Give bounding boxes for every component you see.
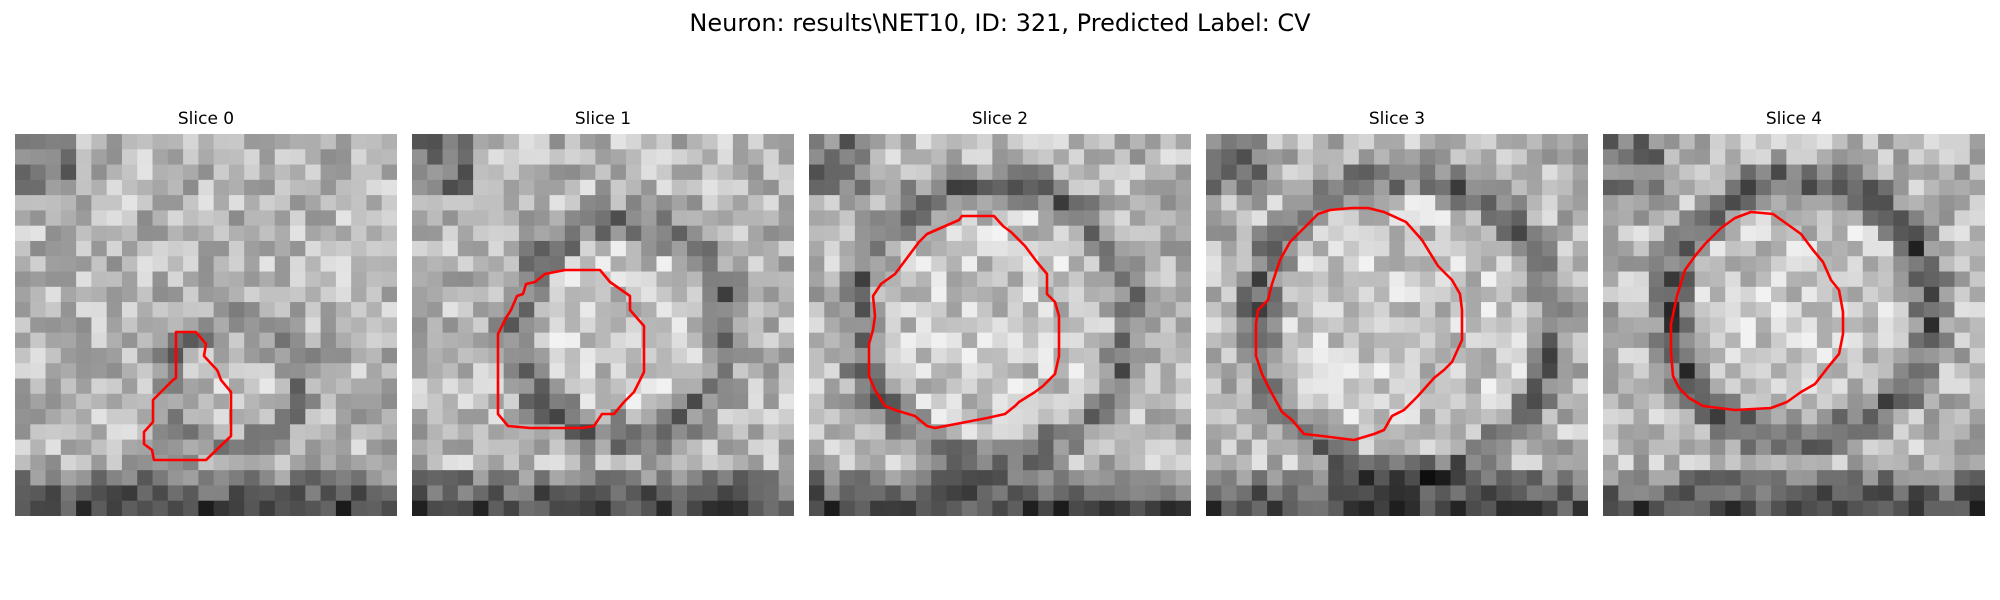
slice-panel-1: Slice 1 (412, 108, 794, 516)
slice-panel-2: Slice 2 (809, 108, 1191, 516)
contour-outline-2 (867, 214, 1061, 430)
contour-outline-0 (142, 330, 233, 462)
slice-panel-0: Slice 0 (15, 108, 397, 516)
slice-image-2 (809, 134, 1191, 516)
contour-outline-1 (496, 268, 646, 430)
figure-title: Neuron: results\NET10, ID: 321, Predicte… (689, 9, 1311, 37)
slice-image-0 (15, 134, 397, 516)
contour-outline-4 (1669, 210, 1845, 412)
slice-panel-4: Slice 4 (1603, 108, 1985, 516)
slice-title-4: Slice 4 (1765, 109, 1823, 129)
slice-title-2: Slice 2 (971, 109, 1029, 129)
slice-title-3: Slice 3 (1368, 109, 1426, 129)
slice-image-4 (1603, 134, 1985, 516)
contour-outline-3 (1254, 206, 1464, 442)
slice-title-0: Slice 0 (177, 109, 235, 129)
slice-title-1: Slice 1 (574, 109, 632, 129)
slice-image-3 (1206, 134, 1588, 516)
slice-panel-3: Slice 3 (1206, 108, 1588, 516)
slice-image-1 (412, 134, 794, 516)
